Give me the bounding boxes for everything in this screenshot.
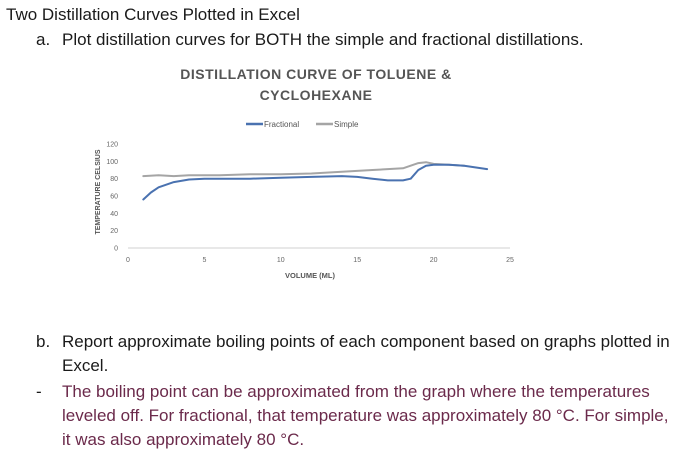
chart-ticks: 0 5 10 15 20 25 0 20 40 60 80 100 120 bbox=[106, 142, 514, 265]
x-tick-label: 15 bbox=[353, 257, 361, 264]
chart-svg: DISTILLATION CURVE OF TOLUENE & CYCLOHEX… bbox=[95, 66, 514, 280]
y-tick-label: 80 bbox=[110, 176, 118, 183]
y-tick-label: 100 bbox=[106, 159, 118, 166]
y-tick-label: 0 bbox=[114, 246, 118, 253]
distillation-chart: DISTILLATION CURVE OF TOLUENE & CYCLOHEX… bbox=[86, 60, 546, 292]
legend-label-simple: Simple bbox=[334, 120, 359, 129]
x-tick-label: 10 bbox=[277, 257, 285, 264]
answer-block: - The boiling point can be approximated f… bbox=[36, 380, 686, 452]
series-line-fractional bbox=[142, 163, 489, 201]
question-a-marker: a. bbox=[36, 30, 51, 49]
x-tick-label: 0 bbox=[126, 257, 130, 264]
y-tick-label: 20 bbox=[110, 228, 118, 235]
answer-marker: - bbox=[36, 382, 42, 401]
y-tick-label: 40 bbox=[110, 211, 118, 218]
page-heading: Two Distillation Curves Plotted in Excel bbox=[6, 5, 300, 24]
chart-title-line1: DISTILLATION CURVE OF TOLUENE & bbox=[180, 66, 451, 82]
x-tick-label: 25 bbox=[506, 257, 514, 264]
y-axis-label: TEMPERATURE CELSIUS bbox=[95, 149, 102, 234]
question-a: a. Plot distillation curves for BOTH the … bbox=[36, 28, 584, 52]
y-tick-label: 60 bbox=[110, 194, 118, 201]
chart-legend: Fractional Simple bbox=[246, 120, 359, 129]
x-tick-label: 5 bbox=[202, 257, 206, 264]
chart-lines bbox=[142, 161, 489, 201]
y-tick-label: 120 bbox=[106, 142, 118, 149]
x-tick-label: 20 bbox=[430, 257, 438, 264]
question-b-marker: b. bbox=[36, 332, 51, 351]
chart-title-line2: CYCLOHEXANE bbox=[260, 87, 373, 103]
answer-line1: The boiling point can be approximated fr… bbox=[62, 382, 650, 401]
question-a-text: Plot distillation curves for BOTH the si… bbox=[62, 30, 584, 49]
series-line-simple bbox=[142, 161, 466, 178]
legend-label-fractional: Fractional bbox=[264, 120, 299, 129]
answer-line3: it was also approximately 80 °C. bbox=[62, 430, 305, 449]
answer-line2: leveled off. For fractional, that temper… bbox=[62, 406, 669, 425]
x-axis-label: VOLUME (ML) bbox=[285, 271, 335, 280]
question-b-line2: Excel. bbox=[62, 356, 109, 375]
question-b-line1: Report approximate boiling points of eac… bbox=[62, 332, 670, 351]
question-b: b. Report approximate boiling points of e… bbox=[36, 330, 686, 378]
